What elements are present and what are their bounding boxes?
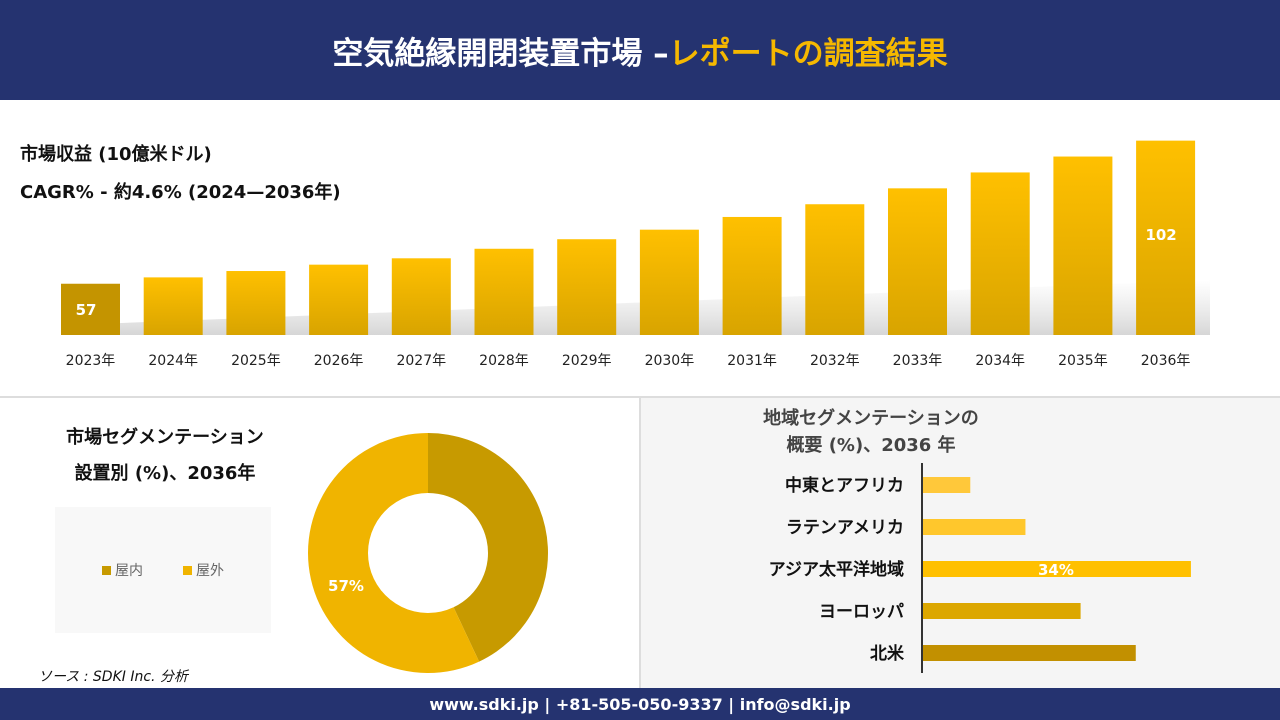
- divider: [639, 398, 641, 688]
- donut-legend: 屋内 屋外: [55, 507, 271, 633]
- header-banner: 空気絶縁開閉装置市場 – レポートの調査結果: [0, 0, 1280, 100]
- region-bar-ラテンアメリカ: [923, 519, 1026, 535]
- region-bar-ヨーロッパ: [923, 603, 1081, 619]
- x-tick-label: 2027年: [396, 353, 446, 369]
- x-tick-label: 2032年: [810, 353, 860, 369]
- footer-contact: www.sdki.jp | +81-505-050-9337 | info@sd…: [0, 688, 1280, 720]
- bar-2028年: [474, 248, 534, 335]
- x-tick-label: 2023年: [66, 353, 116, 369]
- bar-data-label: 102: [1145, 226, 1176, 244]
- bar-2026年: [309, 264, 369, 335]
- region-label: 中東とアフリカ: [785, 475, 904, 496]
- x-tick-label: 2035年: [1058, 353, 1108, 369]
- x-tick-label: 2030年: [645, 353, 695, 369]
- cagr-label: CAGR% - 約4.6% (2024—2036年): [20, 182, 341, 203]
- region-bar-北米: [923, 645, 1136, 661]
- installation-donut-chart: 57%: [308, 433, 548, 673]
- bar-2023年: [61, 283, 120, 335]
- x-tick-label: 2024年: [148, 353, 198, 369]
- region-data-label: 34%: [1038, 561, 1074, 579]
- source-note: ソース : SDKI Inc. 分析: [38, 669, 188, 685]
- title-accent: レポートの調査結果: [668, 35, 948, 72]
- donut-slice-屋外: [308, 433, 480, 673]
- region-bar-アジア太平洋地域: [923, 561, 1191, 577]
- x-tick-label: 2025年: [231, 353, 281, 369]
- bar-2035年: [1053, 156, 1113, 335]
- x-tick-label: 2028年: [479, 353, 529, 369]
- region-label: アジア太平洋地域: [769, 559, 904, 580]
- region-panel: [641, 398, 1280, 688]
- region-label: 北米: [870, 643, 905, 664]
- bar-2025年: [226, 271, 286, 335]
- x-tick-label: 2029年: [562, 353, 612, 369]
- region-title: 地域セグメンテーションの 概要 (%)、2036 年: [763, 408, 979, 456]
- revenue-label: 市場収益 (10億米ドル): [20, 144, 212, 165]
- x-tick-label: 2031年: [727, 353, 777, 369]
- x-tick-label: 2034年: [975, 353, 1025, 369]
- bar-2036年: [1136, 140, 1196, 335]
- x-tick-label: 2026年: [314, 353, 364, 369]
- divider: [0, 396, 1280, 398]
- bar-2027年: [391, 258, 451, 335]
- bar-2033年: [888, 188, 947, 335]
- segment-title-line2: 設置別 (%)、2036年: [74, 463, 256, 484]
- donut-data-label: 57%: [328, 577, 364, 595]
- revenue-bar-chart: 2023年 57 2024年 2025年 2026年 2027年 2028年 2029年 203…: [61, 140, 1210, 369]
- region-label: ヨーロッパ: [819, 602, 904, 622]
- legend-item-indoor: 屋内: [102, 560, 143, 580]
- region-label: ラテンアメリカ: [786, 518, 904, 538]
- bar-2029年: [557, 239, 617, 335]
- title-main: 空気絶縁開閉装置市場 –: [332, 35, 669, 72]
- donut-slice-屋内: [428, 433, 548, 662]
- bar-data-label: 57: [76, 301, 97, 319]
- x-tick-label: 2033年: [893, 353, 943, 369]
- bar-2032年: [805, 204, 865, 335]
- x-tick-label: 2036年: [1141, 353, 1191, 369]
- segment-title-line1: 市場セグメンテーション: [66, 427, 264, 448]
- bar-2030年: [639, 229, 699, 335]
- bar-2031年: [722, 216, 782, 335]
- bar-2024年: [143, 277, 203, 335]
- bar-2034年: [970, 172, 1030, 335]
- region-bar-中東とアフリカ: [923, 477, 971, 493]
- legend-item-outdoor: 屋外: [183, 560, 224, 580]
